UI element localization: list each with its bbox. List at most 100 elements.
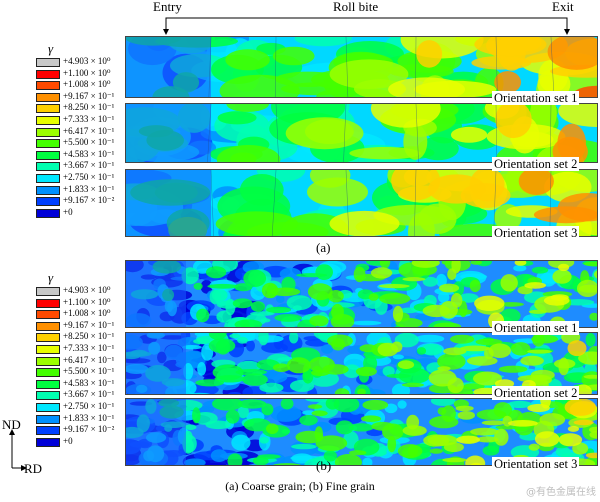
legend-entry: +2.750 × 10⁻¹: [36, 172, 126, 183]
legend-coarse: γ +4.903 × 10⁰ +1.100 × 10⁰ +1.008 × 10⁰ +9.…: [36, 41, 126, 238]
legend-label: +9.167 × 10⁻²: [63, 424, 115, 435]
legend-label: +7.333 × 10⁻¹: [63, 343, 115, 353]
strip-a3: [125, 169, 598, 237]
legend-entry: +3.667 × 10⁻¹: [36, 160, 126, 172]
legend-swatch: [36, 368, 60, 378]
legend-label: +3.667 × 10⁻¹: [63, 160, 115, 171]
legend-entry: +0: [36, 206, 126, 218]
strip-a2: [125, 103, 598, 163]
legend-label: +2.750 × 10⁻¹: [63, 172, 115, 182]
legend-entry: +4.583 × 10⁻¹: [36, 148, 126, 160]
entry-label: Entry: [153, 0, 182, 14]
legend-label: +0: [63, 206, 73, 217]
legend-swatch: [36, 437, 60, 447]
legend-swatch: [36, 379, 60, 389]
legend-label: +6.417 × 10⁻¹: [63, 354, 115, 365]
legend-entry: +1.833 × 10⁻¹: [36, 413, 126, 424]
legend-label: +2.750 × 10⁻¹: [63, 401, 115, 411]
label-b-set3: Orientation set 3: [492, 457, 580, 471]
legend-swatch: [36, 139, 60, 149]
legend-swatch: [36, 58, 60, 67]
legend-label: +1.833 × 10⁻¹: [63, 183, 115, 194]
legend-entry: +4.903 × 10⁰: [36, 285, 126, 296]
legend-swatch: [36, 185, 60, 195]
rd-axis-label: RD: [24, 461, 43, 476]
label-a-set1: Orientation set 1: [492, 91, 580, 105]
legend-swatch: [36, 116, 60, 125]
legend-swatch: [36, 127, 60, 137]
legend-label: +3.667 × 10⁻¹: [63, 389, 115, 400]
legend-swatch: [36, 81, 60, 91]
legend-label: +9.167 × 10⁻¹: [63, 319, 115, 330]
legend-entry: +9.167 × 10⁻²: [36, 195, 126, 207]
label-a-set3: Orientation set 3: [492, 226, 580, 240]
legend-swatch: [36, 208, 60, 218]
legend-label: +9.167 × 10⁻¹: [63, 90, 115, 101]
legend-entry: +1.833 × 10⁻¹: [36, 183, 126, 195]
legend-label: +6.417 × 10⁻¹: [63, 125, 115, 136]
legend-entry: +5.500 × 10⁻¹: [36, 366, 126, 378]
legend-entry: +1.008 × 10⁰: [36, 79, 126, 91]
strip-b3: [125, 398, 598, 466]
legend-entry: +4.583 × 10⁻¹: [36, 378, 126, 389]
panel-b-label: (b): [316, 458, 332, 473]
legend-fine: γ +4.903 × 10⁰ +1.100 × 10⁰ +1.008 × 10⁰ +9.…: [36, 270, 126, 467]
legend-entry: +8.250 × 10⁻¹: [36, 102, 126, 114]
label-b-set2: Orientation set 2: [492, 386, 580, 400]
legend-entry: +1.008 × 10⁰: [36, 308, 126, 320]
legend-swatch: [36, 414, 60, 424]
legend-entry: +6.417 × 10⁻¹: [36, 354, 126, 366]
legend-swatch: [36, 310, 60, 320]
legend-swatch: [36, 287, 60, 296]
axes-arrows-icon: [9, 429, 27, 471]
label-b-set1: Orientation set 1: [492, 321, 580, 335]
strip-b2: [125, 332, 598, 395]
legend-entry: +2.750 × 10⁻¹: [36, 401, 126, 412]
legend-swatch: [36, 391, 60, 401]
legend-entry: +3.667 × 10⁻¹: [36, 389, 126, 401]
legend-label: +7.333 × 10⁻¹: [63, 114, 115, 124]
figure-caption: (a) Coarse grain; (b) Fine grain: [225, 479, 375, 493]
legend-entry: +8.250 × 10⁻¹: [36, 331, 126, 343]
roll-bite-label: Roll bite: [333, 0, 379, 14]
legend-swatch: [36, 69, 60, 79]
legend-entry: +9.167 × 10⁻¹: [36, 90, 126, 102]
exit-label: Exit: [552, 0, 574, 14]
legend-swatch: [36, 356, 60, 366]
legend-label: +5.500 × 10⁻¹: [63, 366, 115, 377]
watermark: @有色金属在线: [526, 487, 596, 498]
legend-label: +4.583 × 10⁻¹: [63, 148, 115, 159]
legend-label: +0: [63, 435, 73, 446]
legend-swatch: [36, 333, 60, 343]
legend-label: +1.100 × 10⁰: [63, 296, 111, 307]
legend-label: +4.903 × 10⁰: [63, 285, 111, 295]
legend-swatch: [36, 403, 60, 412]
legend-swatch: [36, 197, 60, 207]
legend-entry: +7.333 × 10⁻¹: [36, 343, 126, 354]
legend-symbol: γ: [48, 41, 54, 56]
legend-swatch: [36, 150, 60, 160]
legend-entry: +5.500 × 10⁻¹: [36, 137, 126, 149]
label-a-set2: Orientation set 2: [492, 157, 580, 171]
legend-entry: +9.167 × 10⁻²: [36, 424, 126, 436]
legend-swatch: [36, 426, 60, 436]
legend-label: +9.167 × 10⁻²: [63, 195, 115, 206]
legend-entry: +9.167 × 10⁻¹: [36, 319, 126, 331]
strip-b1: [125, 260, 598, 328]
legend-entry: +4.903 × 10⁰: [36, 56, 126, 67]
legend-entry: +0: [36, 435, 126, 447]
nd-axis-label: ND: [2, 417, 21, 432]
legend-swatch: [36, 92, 60, 102]
legend-entry: +1.100 × 10⁰: [36, 296, 126, 308]
legend-label: +8.250 × 10⁻¹: [63, 331, 115, 342]
legend-label: +4.903 × 10⁰: [63, 56, 111, 66]
legend-entry: +1.100 × 10⁰: [36, 68, 126, 79]
legend-label: +1.008 × 10⁰: [63, 308, 111, 319]
legend-entry: +6.417 × 10⁻¹: [36, 125, 126, 137]
legend-swatch: [36, 298, 60, 308]
legend-label: +5.500 × 10⁻¹: [63, 137, 115, 148]
strip-a1: [125, 36, 598, 98]
legend-label: +8.250 × 10⁻¹: [63, 102, 115, 113]
legend-swatch: [36, 104, 60, 114]
